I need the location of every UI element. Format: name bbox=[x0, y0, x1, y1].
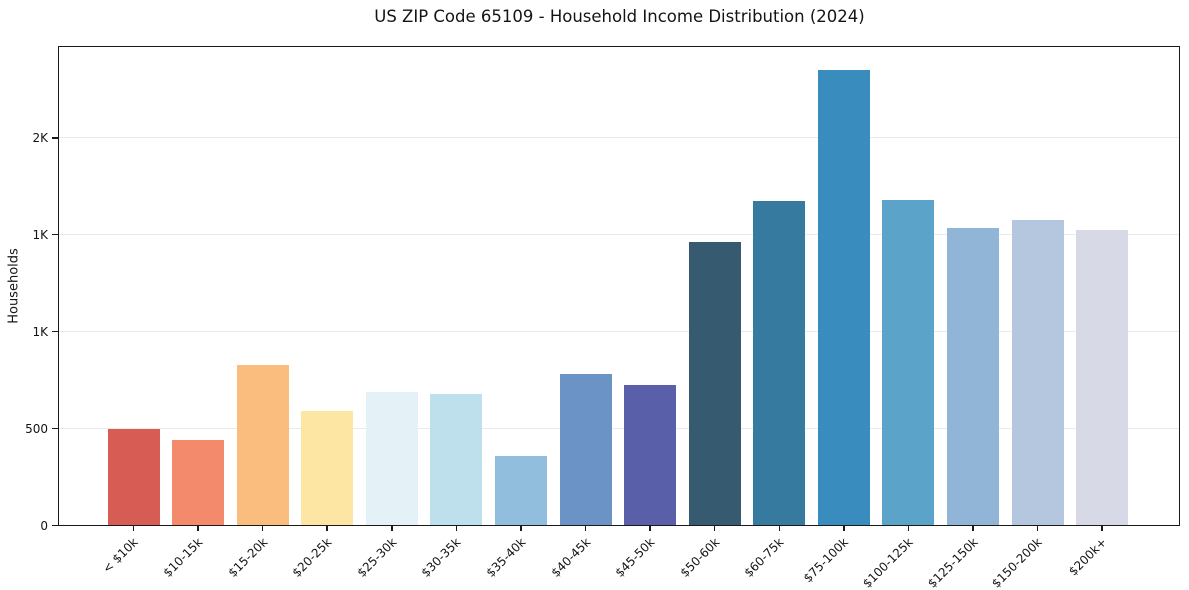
x-axis-tick bbox=[584, 525, 587, 531]
y-tick-label: 1K bbox=[32, 227, 48, 242]
gridline bbox=[59, 330, 1179, 332]
x-tick-label-text: $125-150k bbox=[924, 534, 981, 590]
bar bbox=[882, 199, 935, 525]
x-axis-tick bbox=[197, 525, 199, 531]
bar bbox=[947, 228, 1000, 525]
bar bbox=[1011, 219, 1064, 525]
y-tick-label: 1K bbox=[32, 324, 48, 339]
bar bbox=[365, 392, 418, 525]
x-axis-tick bbox=[261, 525, 264, 531]
bar bbox=[172, 440, 225, 525]
y-axis-tick bbox=[52, 524, 58, 527]
x-tick-label-text: $10-15k bbox=[160, 534, 206, 580]
bar bbox=[688, 241, 741, 525]
y-tick-label: 500 bbox=[25, 421, 48, 436]
x-tick-label-text: $60-75k bbox=[741, 534, 787, 580]
x-axis-tick bbox=[326, 525, 328, 531]
x-tick-label-text: $75-100k bbox=[801, 534, 852, 585]
gridline bbox=[59, 427, 1179, 429]
x-axis-tick bbox=[455, 525, 458, 531]
x-tick-label-text: $35-40k bbox=[483, 534, 529, 580]
y-tick-label: 0 bbox=[40, 518, 48, 533]
x-tick-label-text: $40-45k bbox=[548, 534, 593, 580]
x-tick-label-text: $200k+ bbox=[1066, 534, 1110, 579]
x-axis-tick bbox=[907, 525, 910, 531]
y-axis-tick bbox=[52, 137, 58, 139]
y-axis-tick bbox=[52, 233, 58, 236]
gridline bbox=[59, 136, 1179, 138]
x-axis-tick bbox=[132, 525, 135, 531]
y-tick-label: 2K bbox=[32, 130, 48, 145]
bar bbox=[559, 373, 612, 525]
chart-title: US ZIP Code 65109 - Household Income Dis… bbox=[374, 7, 865, 26]
x-axis-tick bbox=[843, 525, 845, 531]
bar bbox=[494, 456, 547, 525]
x-tick-label-text: $45-50k bbox=[612, 534, 658, 580]
x-tick-label-text: $25-30k bbox=[354, 534, 400, 580]
bar bbox=[817, 69, 870, 525]
gridline bbox=[59, 233, 1179, 235]
x-axis-tick bbox=[972, 525, 974, 531]
y-axis-tick bbox=[52, 330, 58, 333]
bar bbox=[236, 365, 289, 525]
x-axis-tick bbox=[391, 525, 393, 531]
bar bbox=[753, 201, 806, 525]
x-tick-label-text: $15-20k bbox=[225, 534, 271, 580]
y-axis-title: Households bbox=[6, 248, 22, 324]
x-tick-label-text: $30-35k bbox=[418, 534, 464, 580]
x-axis-tick bbox=[649, 525, 651, 531]
bar bbox=[430, 393, 483, 525]
bar bbox=[107, 428, 160, 525]
x-tick-label-text: $100-125k bbox=[860, 534, 916, 590]
x-tick-label-text: $150-200k bbox=[989, 534, 1046, 590]
x-axis-tick bbox=[778, 525, 781, 531]
x-axis-tick bbox=[1101, 525, 1103, 531]
x-tick-label-text: $50-60k bbox=[677, 534, 723, 580]
x-axis-tick bbox=[1036, 525, 1039, 531]
plot-area bbox=[58, 46, 1180, 531]
x-axis-tick bbox=[713, 525, 716, 531]
x-axis-tick bbox=[520, 525, 522, 531]
bar bbox=[1076, 230, 1129, 525]
bar bbox=[301, 411, 354, 525]
x-tick-label-text: $20-25k bbox=[289, 534, 335, 580]
x-tick-label-text: < $10k bbox=[100, 534, 141, 576]
y-axis-tick bbox=[52, 427, 58, 430]
bar bbox=[624, 384, 677, 525]
